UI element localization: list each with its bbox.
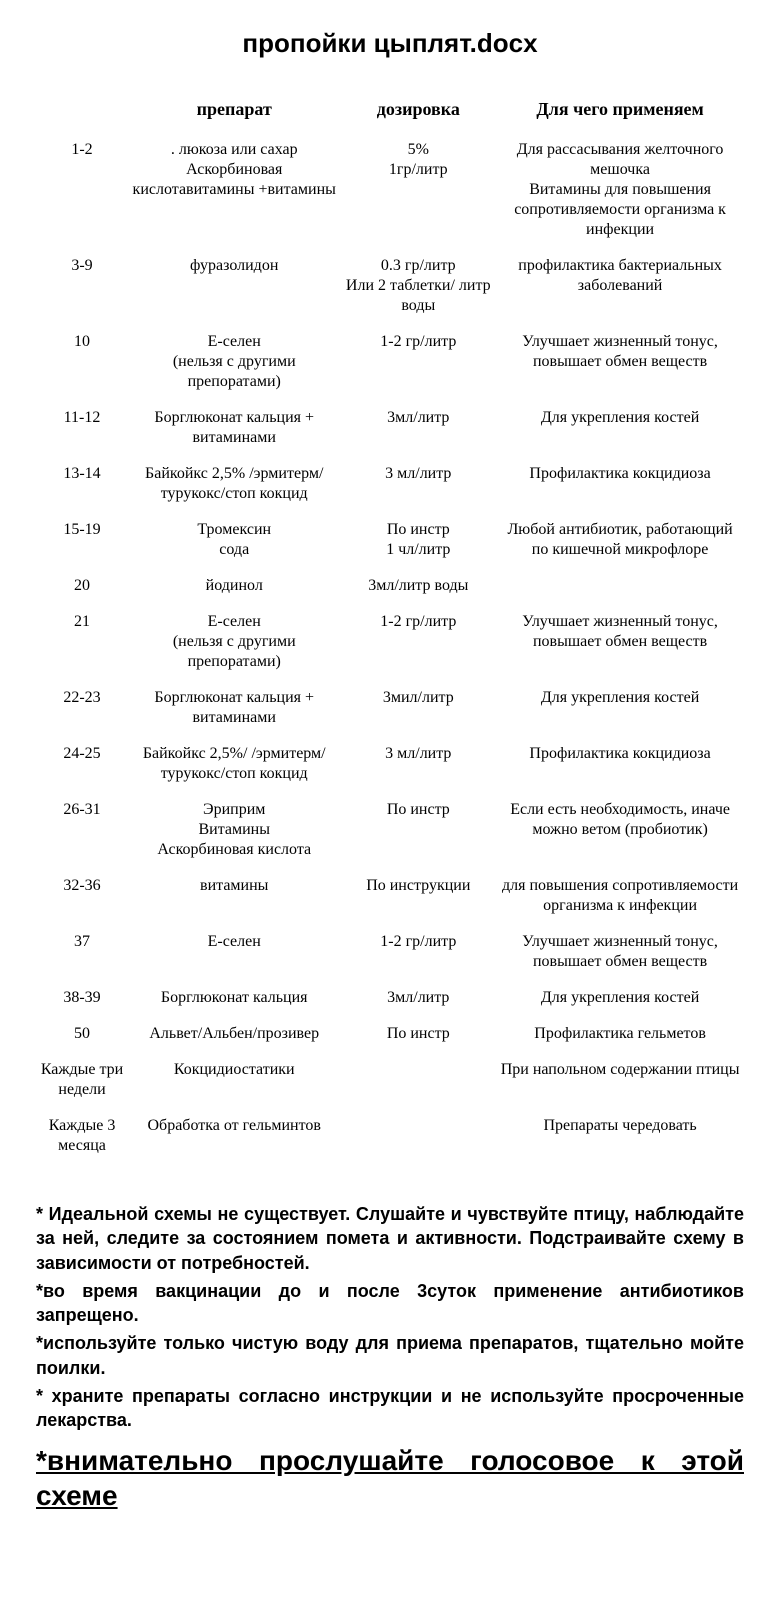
cell-dose xyxy=(340,1054,496,1110)
table-row: Каждые три неделиКокцидиостатики При напо… xyxy=(36,1054,744,1110)
cell-drug: Обработка от гельминтов xyxy=(128,1110,340,1166)
table-row: 38-39Борглюконат кальция3мл/литрДля укре… xyxy=(36,982,744,1018)
cell-drug: йодинол xyxy=(128,570,340,606)
table-row: 11-12Борглюконат кальция + витаминами3мл… xyxy=(36,402,744,458)
cell-dose: 3 мл/литр xyxy=(340,738,496,794)
cell-day: 50 xyxy=(36,1018,128,1054)
footnote-line: *используйте только чистую воду для прие… xyxy=(36,1331,744,1380)
table-row: 50Альвет/Альбен/прозиверПо инстрПрофилак… xyxy=(36,1018,744,1054)
cell-drug: Е-селен(нельзя с другими препоратами) xyxy=(128,606,340,682)
cell-drug: Е-селен xyxy=(128,926,340,982)
col-header-dose: дозировка xyxy=(340,93,496,134)
cell-purpose: профилактика бактериальных заболеваний xyxy=(496,250,744,326)
cell-purpose: Для укрепления костей xyxy=(496,682,744,738)
table-row: 21Е-селен(нельзя с другими препоратами)1… xyxy=(36,606,744,682)
cell-purpose: Препараты чередовать xyxy=(496,1110,744,1166)
cell-day: 13-14 xyxy=(36,458,128,514)
cell-drug: Байкойкс 2,5% /эрмитерм/турукокс/стоп ко… xyxy=(128,458,340,514)
cell-dose: 3мл/литр xyxy=(340,982,496,1018)
cell-purpose: Улучшает жизненный тонус, повышает обмен… xyxy=(496,926,744,982)
cell-purpose: Улучшает жизненный тонус, повышает обмен… xyxy=(496,606,744,682)
cell-purpose: Для рассасывания желточного мешочкаВитам… xyxy=(496,134,744,250)
col-header-purpose: Для чего применяем xyxy=(496,93,744,134)
table-row: 37Е-селен1-2 гр/литрУлучшает жизненный т… xyxy=(36,926,744,982)
cell-day: 20 xyxy=(36,570,128,606)
cell-drug: . люкоза или сахарАскорбиновая кислотави… xyxy=(128,134,340,250)
cell-day: Каждые 3 месяца xyxy=(36,1110,128,1166)
table-row: 13-14Байкойкс 2,5% /эрмитерм/турукокс/ст… xyxy=(36,458,744,514)
cell-dose: По инстр xyxy=(340,794,496,870)
table-row: 3-9фуразолидон0.3 гр/литрИли 2 таблетки/… xyxy=(36,250,744,326)
cell-drug: Борглюконат кальция + витаминами xyxy=(128,682,340,738)
table-row: 32-36витаминыПо инструкциидля повышения … xyxy=(36,870,744,926)
cell-day: 32-36 xyxy=(36,870,128,926)
col-header-drug: препарат xyxy=(128,93,340,134)
cell-dose: 3мл/литр воды xyxy=(340,570,496,606)
cell-purpose: При напольном содержании птицы xyxy=(496,1054,744,1110)
cell-drug: Байкойкс 2,5%/ /эрмитерм/турукокс/стоп к… xyxy=(128,738,340,794)
cell-dose: По инструкции xyxy=(340,870,496,926)
cell-day: 26-31 xyxy=(36,794,128,870)
cell-dose: 1-2 гр/литр xyxy=(340,326,496,402)
cell-purpose: Любой антибиотик, работающий по кишечной… xyxy=(496,514,744,570)
table-row: 24-25Байкойкс 2,5%/ /эрмитерм/турукокс/с… xyxy=(36,738,744,794)
table-row: Каждые 3 месяцаОбработка от гельминтов Пр… xyxy=(36,1110,744,1166)
footnote-line: *во время вакцинации до и после 3суток п… xyxy=(36,1279,744,1328)
cell-purpose: Профилактика гельметов xyxy=(496,1018,744,1054)
cell-purpose: для повышения сопротивляемости организма… xyxy=(496,870,744,926)
cell-dose: 3мил/литр xyxy=(340,682,496,738)
cell-drug: Е-селен(нельзя с другими препоратами) xyxy=(128,326,340,402)
footnote-line: * храните препараты согласно инструкции … xyxy=(36,1384,744,1433)
cell-purpose: Профилактика кокцидиоза xyxy=(496,458,744,514)
cell-dose: 1-2 гр/литр xyxy=(340,926,496,982)
cell-day: 15-19 xyxy=(36,514,128,570)
cell-day: 10 xyxy=(36,326,128,402)
cell-dose: 5%1гр/литр xyxy=(340,134,496,250)
footnote-line: * Идеальной схемы не существует. Слушайт… xyxy=(36,1202,744,1275)
table-row: 15-19ТромексинсодаПо инстр1 чл/литрЛюбой… xyxy=(36,514,744,570)
table-row: 22-23Борглюконат кальция + витаминами3ми… xyxy=(36,682,744,738)
cell-day: 1-2 xyxy=(36,134,128,250)
cell-day: 11-12 xyxy=(36,402,128,458)
cell-day: 3-9 xyxy=(36,250,128,326)
cell-purpose: Для укрепления костей xyxy=(496,982,744,1018)
cell-drug: Кокцидиостатики xyxy=(128,1054,340,1110)
table-row: 20йодинол3мл/литр воды xyxy=(36,570,744,606)
footnotes: * Идеальной схемы не существует. Слушайт… xyxy=(36,1202,744,1433)
cell-day: 37 xyxy=(36,926,128,982)
cell-dose: 1-2 гр/литр xyxy=(340,606,496,682)
medication-schedule-table: препарат дозировка Для чего применяем 1-… xyxy=(36,93,744,1166)
cell-dose: 3 мл/литр xyxy=(340,458,496,514)
table-row: 10Е-селен(нельзя с другими препоратами)1… xyxy=(36,326,744,402)
cell-dose: По инстр1 чл/литр xyxy=(340,514,496,570)
table-header-row: препарат дозировка Для чего применяем xyxy=(36,93,744,134)
cell-purpose: Для укрепления костей xyxy=(496,402,744,458)
cell-drug: Борглюконат кальция + витаминами xyxy=(128,402,340,458)
cell-dose: 3мл/литр xyxy=(340,402,496,458)
cell-day: 22-23 xyxy=(36,682,128,738)
cell-drug: витамины xyxy=(128,870,340,926)
cell-dose: 0.3 гр/литрИли 2 таблетки/ литр воды xyxy=(340,250,496,326)
cell-day: 21 xyxy=(36,606,128,682)
cell-purpose xyxy=(496,570,744,606)
final-warning: *внимательно прослушайте голосовое к это… xyxy=(36,1443,744,1513)
cell-drug: Тромексинсода xyxy=(128,514,340,570)
col-header-day xyxy=(36,93,128,134)
cell-day: Каждые три недели xyxy=(36,1054,128,1110)
table-row: 1-2. люкоза или сахарАскорбиновая кислот… xyxy=(36,134,744,250)
document-title: пропойки цыплят.docx xyxy=(36,28,744,59)
cell-dose: По инстр xyxy=(340,1018,496,1054)
table-row: 26-31ЭрипримВитаминыАскорбиновая кислота… xyxy=(36,794,744,870)
cell-drug: Альвет/Альбен/прозивер xyxy=(128,1018,340,1054)
cell-drug: Борглюконат кальция xyxy=(128,982,340,1018)
cell-purpose: Улучшает жизненный тонус, повышает обмен… xyxy=(496,326,744,402)
cell-drug: фуразолидон xyxy=(128,250,340,326)
cell-drug: ЭрипримВитаминыАскорбиновая кислота xyxy=(128,794,340,870)
cell-purpose: Профилактика кокцидиоза xyxy=(496,738,744,794)
cell-day: 24-25 xyxy=(36,738,128,794)
cell-purpose: Если есть необходимость, иначе можно вет… xyxy=(496,794,744,870)
cell-day: 38-39 xyxy=(36,982,128,1018)
cell-dose xyxy=(340,1110,496,1166)
